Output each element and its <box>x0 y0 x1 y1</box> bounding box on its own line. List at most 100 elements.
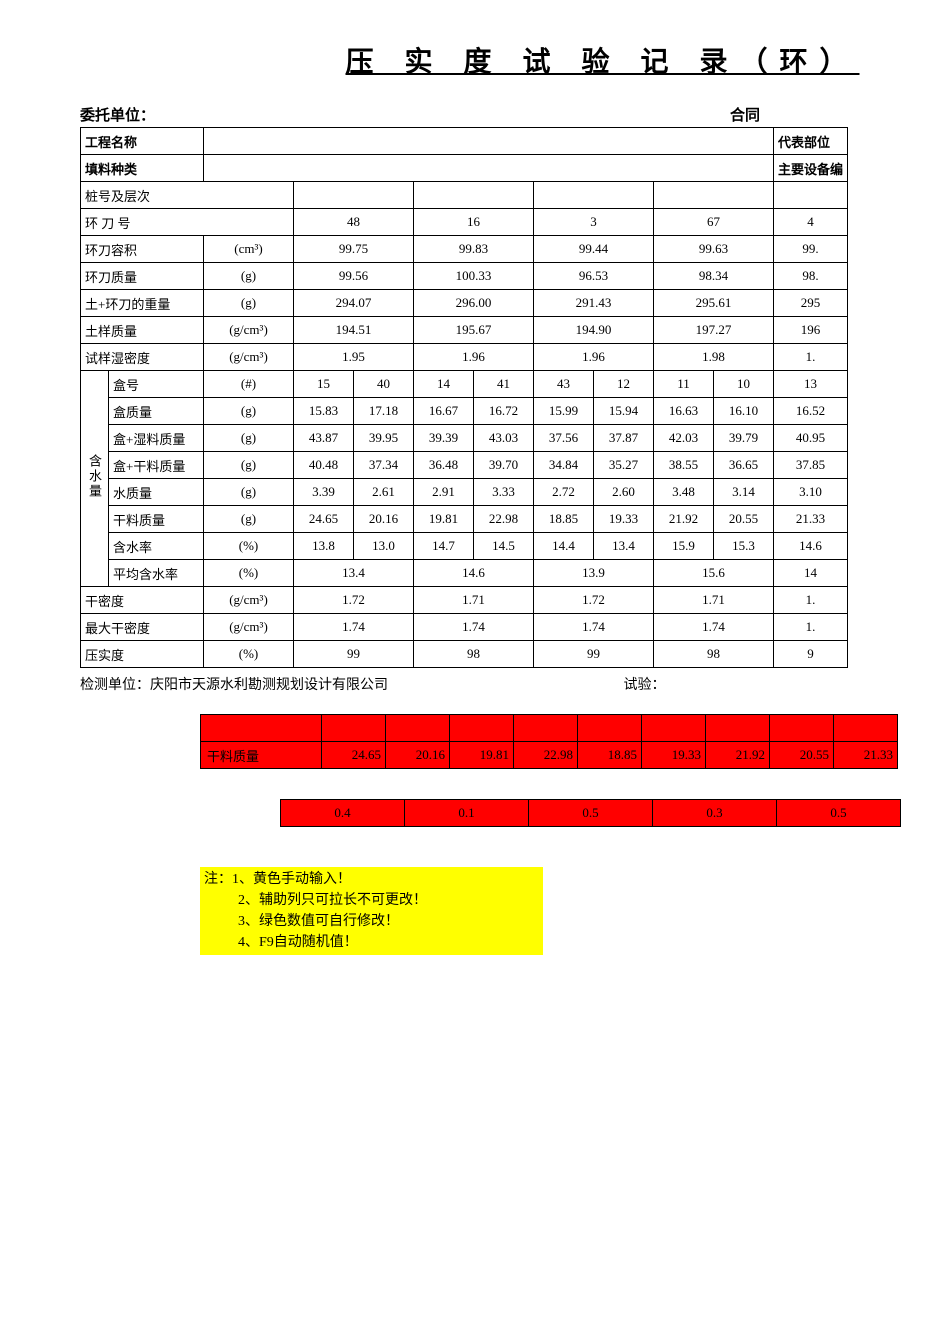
cell: 16 <box>414 209 534 236</box>
cell: 34.84 <box>534 452 594 479</box>
cell: 1. <box>774 344 848 371</box>
cell: 99 <box>534 641 654 668</box>
red2-row: 0.4 0.1 0.5 0.3 0.5 <box>281 800 901 827</box>
dry-mass-label: 干料质量 <box>109 506 204 533</box>
cell: 98 <box>414 641 534 668</box>
cell: 21.33 <box>774 506 848 533</box>
cell: 16.67 <box>414 398 474 425</box>
cell: 13 <box>774 371 848 398</box>
cell: 40.95 <box>774 425 848 452</box>
cell: 3.39 <box>294 479 354 506</box>
cell: 39.79 <box>714 425 774 452</box>
red-table-2: 0.4 0.1 0.5 0.3 0.5 <box>280 799 901 827</box>
cell: 37.85 <box>774 452 848 479</box>
cell: 17.18 <box>354 398 414 425</box>
row-avg-pct: 平均含水率 (%) 13.4 14.6 13.9 15.6 14 <box>81 560 848 587</box>
cell: 1.98 <box>654 344 774 371</box>
cell: 37.34 <box>354 452 414 479</box>
page-title: 压 实 度 试 验 记 录（环） <box>280 40 925 80</box>
cell: 20.16 <box>354 506 414 533</box>
cell: 21.92 <box>654 506 714 533</box>
row-box-dry: 盒+干料质量 (g) 40.4837.3436.4839.7034.8435.2… <box>81 452 848 479</box>
compact-label: 压实度 <box>81 641 204 668</box>
cell: 13.4 <box>294 560 414 587</box>
cell: 13.9 <box>534 560 654 587</box>
contract-label: 合同 <box>730 104 925 125</box>
inspect-unit: 检测单位：庆阳市天源水利勘测规划设计有限公司 <box>80 674 620 694</box>
cell: 48 <box>294 209 414 236</box>
cell: 24.65 <box>322 742 386 769</box>
cell <box>414 182 534 209</box>
cell: 295.61 <box>654 290 774 317</box>
row-compact: 压实度 (%) 99 98 99 98 9 <box>81 641 848 668</box>
row-box-mass: 盒质量 (g) 15.8317.1816.6716.7215.9915.9416… <box>81 398 848 425</box>
cell: 40.48 <box>294 452 354 479</box>
rep-label: 代表部位 <box>774 128 848 155</box>
cell <box>770 715 834 742</box>
cell: 99.75 <box>294 236 414 263</box>
cell: 0.5 <box>529 800 653 827</box>
red1-label: 干料质量 <box>201 742 322 769</box>
entrust-label: 委托单位： <box>80 104 730 125</box>
cell <box>322 715 386 742</box>
soil-ring-unit: (g) <box>204 290 294 317</box>
row-dry-mass: 干料质量 (g) 24.6520.1619.8122.9818.8519.332… <box>81 506 848 533</box>
red1-empty-row <box>201 715 898 742</box>
cell: 2.61 <box>354 479 414 506</box>
cell <box>654 182 774 209</box>
cell: 18.85 <box>578 742 642 769</box>
cell: 39.70 <box>474 452 534 479</box>
cell: 21.33 <box>834 742 898 769</box>
pile-label: 桩号及层次 <box>81 182 294 209</box>
cell: 3.10 <box>774 479 848 506</box>
cell: 19.81 <box>450 742 514 769</box>
cell: 3 <box>534 209 654 236</box>
row-dry-den: 干密度 (g/cm³) 1.72 1.71 1.72 1.71 1. <box>81 587 848 614</box>
row-water-mass: 水质量 (g) 3.392.612.913.332.722.603.483.14… <box>81 479 848 506</box>
box-no-label: 盒号 <box>109 371 204 398</box>
cell <box>706 715 770 742</box>
cell: 13.0 <box>354 533 414 560</box>
cell: 1.96 <box>534 344 654 371</box>
note-1: 1、黄色手动输入！ <box>232 872 351 887</box>
row-soil-mass: 土样质量 (g/cm³) 194.51 195.67 194.90 197.27… <box>81 317 848 344</box>
cell: 39.39 <box>414 425 474 452</box>
cell: 3.14 <box>714 479 774 506</box>
cell: 0.3 <box>653 800 777 827</box>
cell: 22.98 <box>474 506 534 533</box>
cell: 19.33 <box>594 506 654 533</box>
ring-vol-label: 环刀容积 <box>81 236 204 263</box>
cell <box>774 182 848 209</box>
cell: 196 <box>774 317 848 344</box>
cell: 194.90 <box>534 317 654 344</box>
cell: 13.4 <box>594 533 654 560</box>
test-label: 试验： <box>624 678 666 693</box>
cell: 14.5 <box>474 533 534 560</box>
dry-den-label: 干密度 <box>81 587 204 614</box>
cell: 99.56 <box>294 263 414 290</box>
cell: 296.00 <box>414 290 534 317</box>
cell: 1. <box>774 614 848 641</box>
cell: 194.51 <box>294 317 414 344</box>
compact-unit: (%) <box>204 641 294 668</box>
equip-label: 主要设备编 <box>774 155 848 182</box>
wet-den-label: 试样湿密度 <box>81 344 204 371</box>
water-mass-unit: (g) <box>204 479 294 506</box>
cell: 11 <box>654 371 714 398</box>
cell: 42.03 <box>654 425 714 452</box>
cell: 1.96 <box>414 344 534 371</box>
row-water-pct: 含水率 (%) 13.813.014.714.514.413.415.915.3… <box>81 533 848 560</box>
box-wet-unit: (g) <box>204 425 294 452</box>
row-filler: 填料种类 主要设备编 <box>81 155 848 182</box>
notes-prefix: 注： <box>204 872 232 887</box>
cell: 36.48 <box>414 452 474 479</box>
dry-den-unit: (g/cm³) <box>204 587 294 614</box>
cell: 195.67 <box>414 317 534 344</box>
row-project: 工程名称 代表部位 <box>81 128 848 155</box>
row-ring-mass: 环刀质量 (g) 99.56 100.33 96.53 98.34 98. <box>81 263 848 290</box>
cell: 14.6 <box>774 533 848 560</box>
cell: 41 <box>474 371 534 398</box>
cell: 39.95 <box>354 425 414 452</box>
cell <box>201 715 322 742</box>
cell: 1. <box>774 587 848 614</box>
